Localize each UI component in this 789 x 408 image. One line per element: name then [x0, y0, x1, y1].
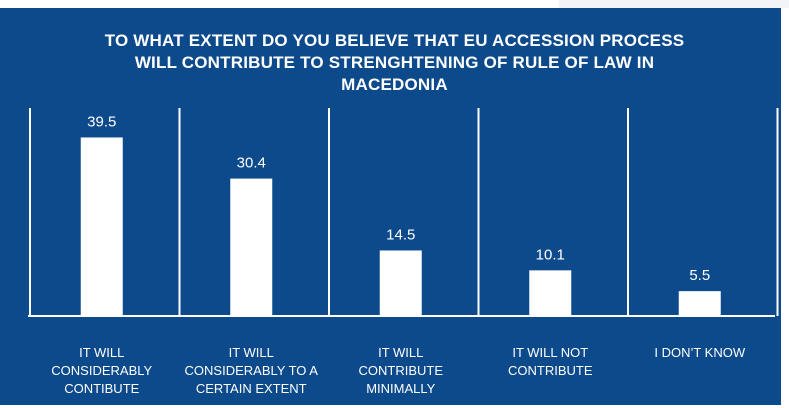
bar-1	[80, 137, 123, 316]
category-label-line: IT WILL NOT	[512, 345, 589, 360]
category-label-5: I DON’T KNOW	[630, 344, 770, 362]
bar-3	[379, 250, 422, 316]
category-label-line: IT WILL	[378, 345, 424, 360]
bar-value-label-1: 39.5	[87, 113, 116, 130]
bar-value-label-3: 14.5	[386, 226, 415, 243]
chart-title: TO WHAT EXTENT DO YOU BELIEVE THAT EU AC…	[0, 30, 789, 96]
category-label-line: CONSIDERABLY	[51, 363, 153, 378]
bar-4	[529, 270, 572, 316]
category-label-1: IT WILL CONSIDERABLY CONTIBUTE	[32, 344, 172, 398]
category-label-line: CONSIDERABLY TO A	[184, 363, 318, 378]
category-label-4: IT WILL NOT CONTRIBUTE	[480, 344, 620, 380]
category-label-line: CERTAIN EXTENT	[195, 381, 307, 396]
category-label-line: IT WILL	[79, 345, 125, 360]
chart-title-line-2: WILL CONTRIBUTE TO STRENGHTENING OF RULE…	[134, 53, 655, 72]
category-label-line: MINIMALLY	[366, 381, 436, 396]
category-label-2: IT WILL CONSIDERABLY TO A CERTAIN EXTENT	[181, 344, 321, 398]
category-label-3: IT WILL CONTRIBUTE MINIMALLY	[331, 344, 471, 398]
category-label-line: CONTRIBUTE	[508, 363, 593, 378]
chart-title-line-3: MACEDONIA	[341, 75, 448, 94]
bar-5	[678, 291, 721, 316]
chart-title-line-1: TO WHAT EXTENT DO YOU BELIEVE THAT EU AC…	[104, 31, 685, 50]
top-right-strip	[559, 0, 789, 8]
category-label-line: IT WILL	[228, 345, 274, 360]
bar-value-label-2: 30.4	[237, 155, 266, 172]
bar-2	[230, 178, 273, 316]
category-label-line: CONTRIBUTE	[358, 363, 444, 378]
bar-value-label-4: 10.1	[536, 246, 565, 263]
bar-value-label-5: 5.5	[689, 267, 710, 284]
category-label-line: CONTIBUTE	[64, 381, 140, 396]
chart-panel	[0, 8, 781, 405]
category-label-line: I DON’T KNOW	[654, 345, 746, 360]
